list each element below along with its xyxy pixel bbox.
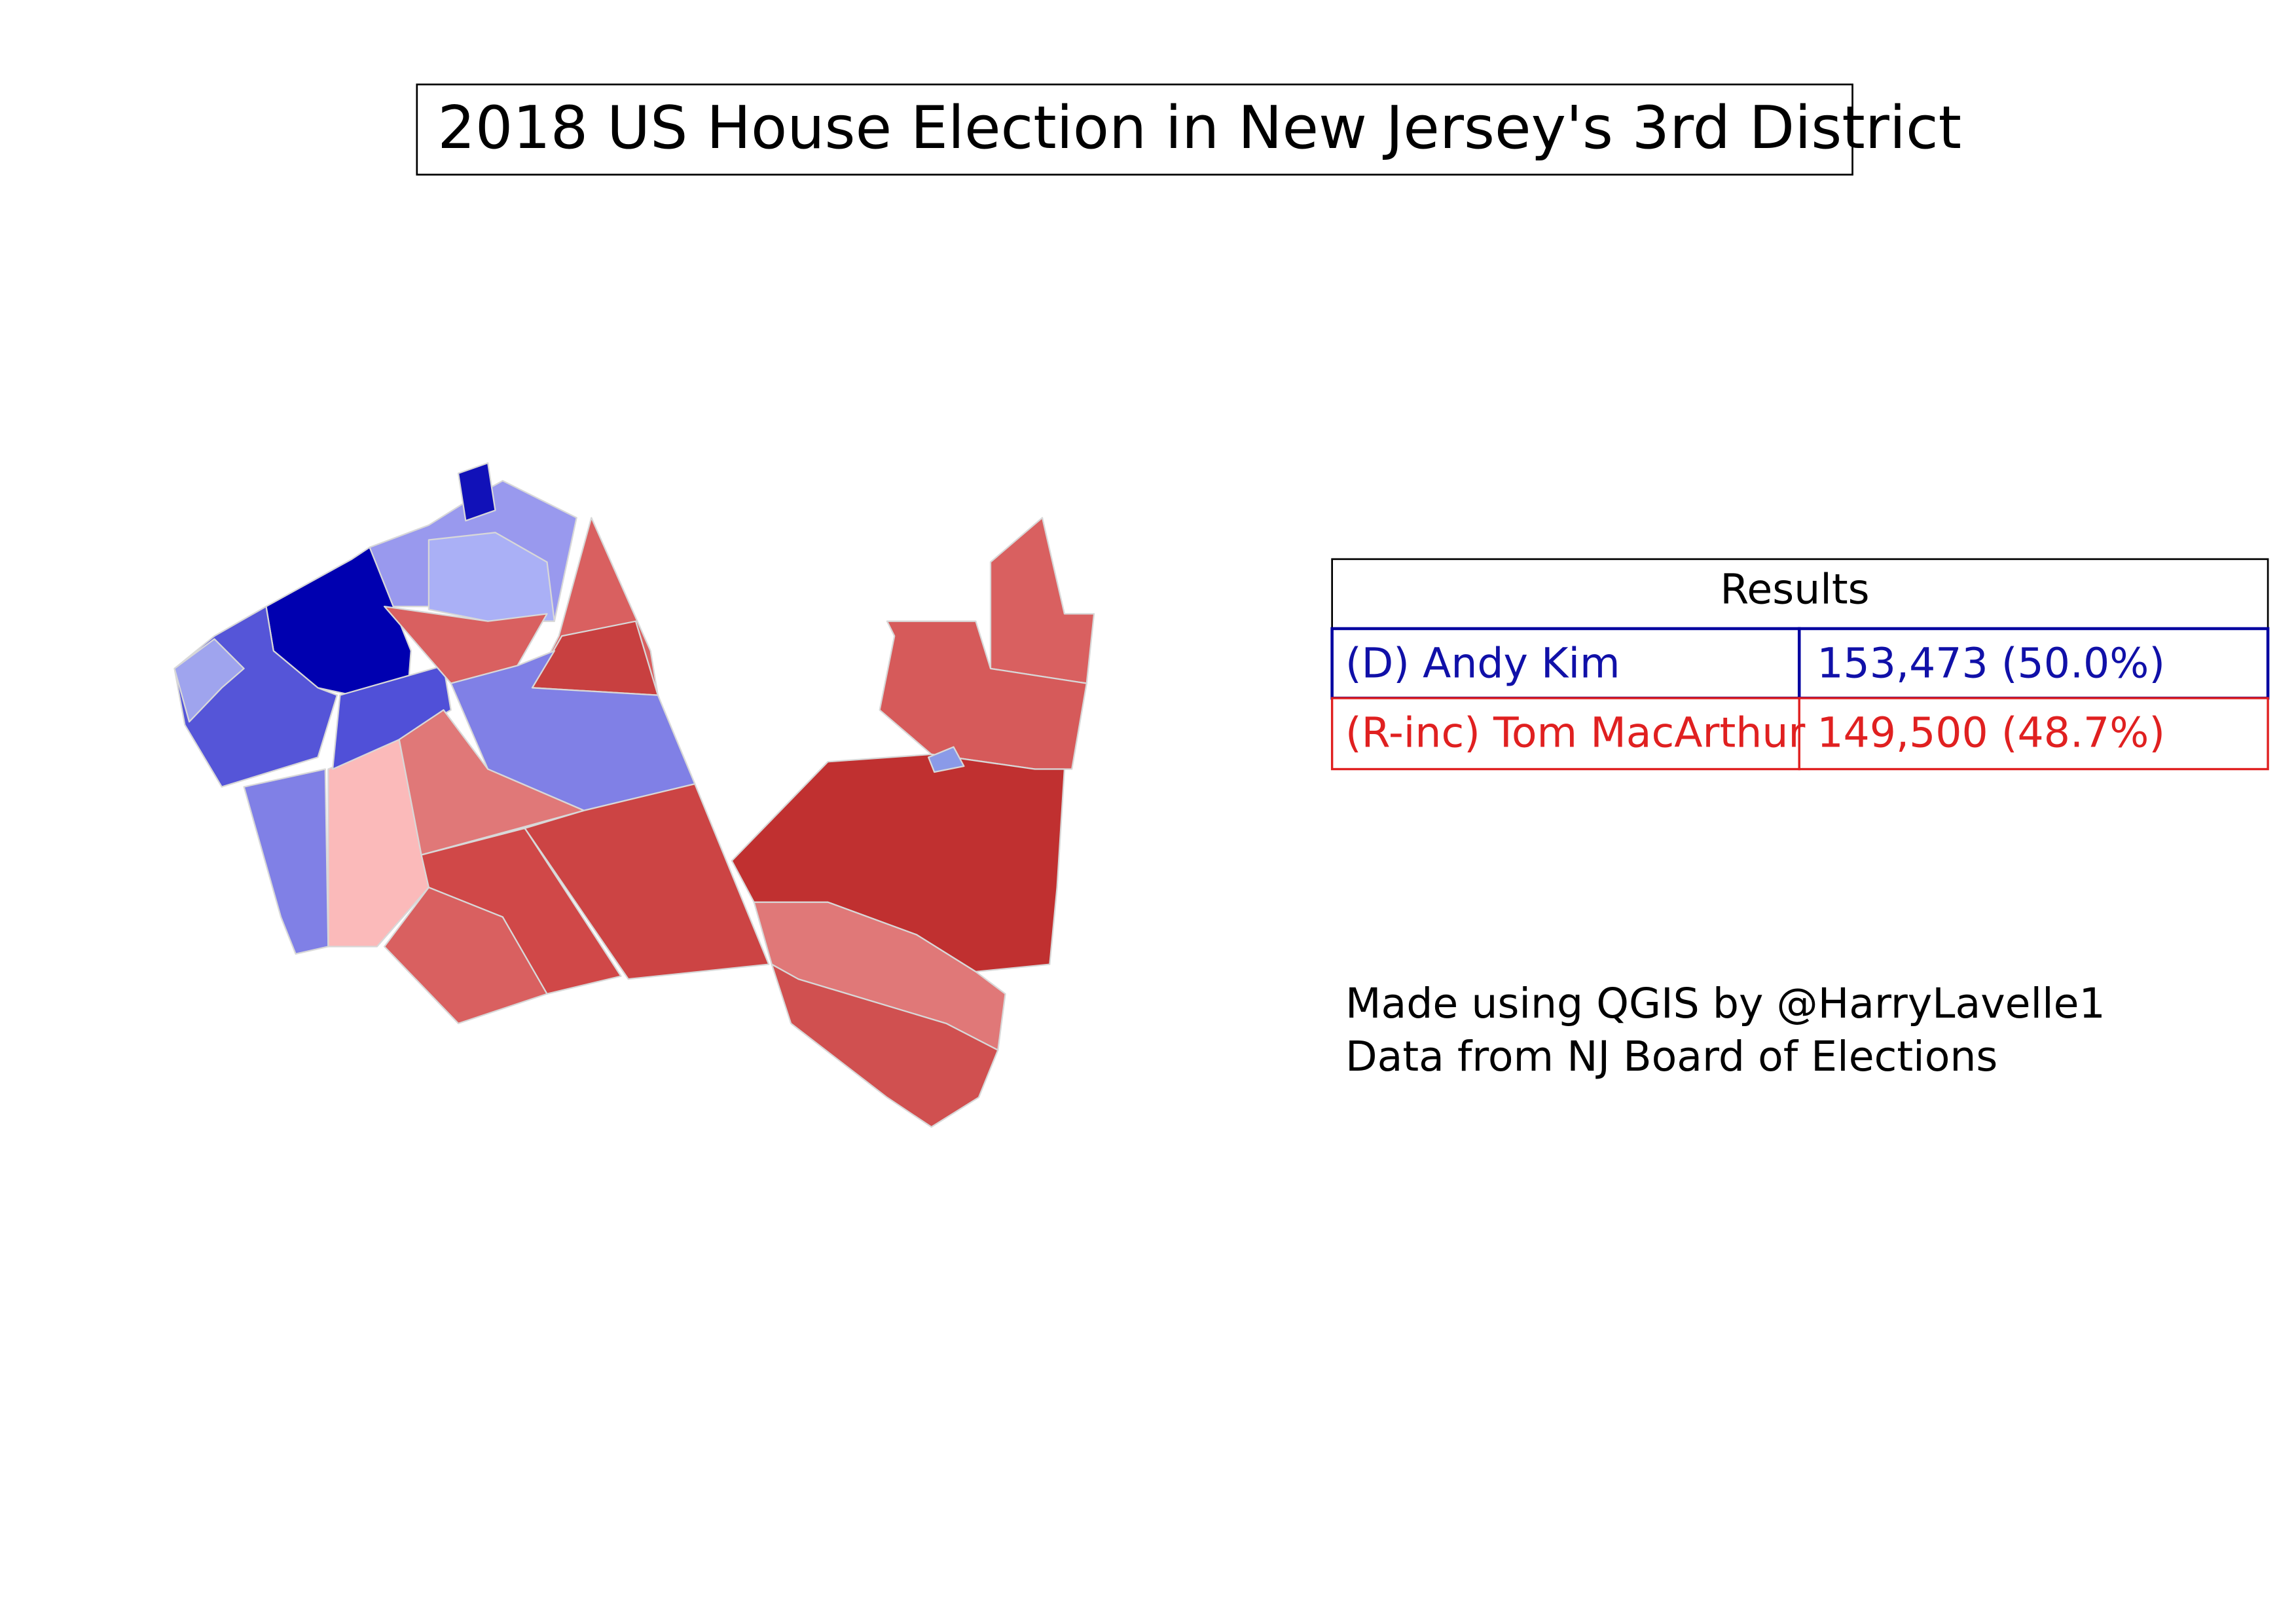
candidate-votes: 149,500 (48.7%) <box>1817 709 2165 757</box>
credit: Data from NJ Board of Elections <box>1345 1032 1997 1080</box>
title-box <box>416 83 1853 176</box>
results-table: Results (D) Andy Kim 153,473 (50.0%) (R-… <box>1330 558 2270 771</box>
table-cell <box>1797 627 2270 700</box>
table-header: Results <box>1720 565 1869 614</box>
table-cell <box>1330 627 1801 700</box>
credit: Made using QGIS by @HarryLavelle1 <box>1345 979 2105 1027</box>
candidate-name: (R-inc) Tom MacArthur <box>1345 709 1805 757</box>
title: 2018 US House Election in New Jersey's 3… <box>437 94 1961 162</box>
candidate-votes: 153,473 (50.0%) <box>1817 639 2165 688</box>
table-header-cell <box>1331 558 2269 630</box>
table-cell <box>1330 697 1800 771</box>
table-cell <box>1798 697 2269 771</box>
candidate-name: (D) Andy Kim <box>1345 639 1620 688</box>
precinct-map <box>173 462 1095 1128</box>
